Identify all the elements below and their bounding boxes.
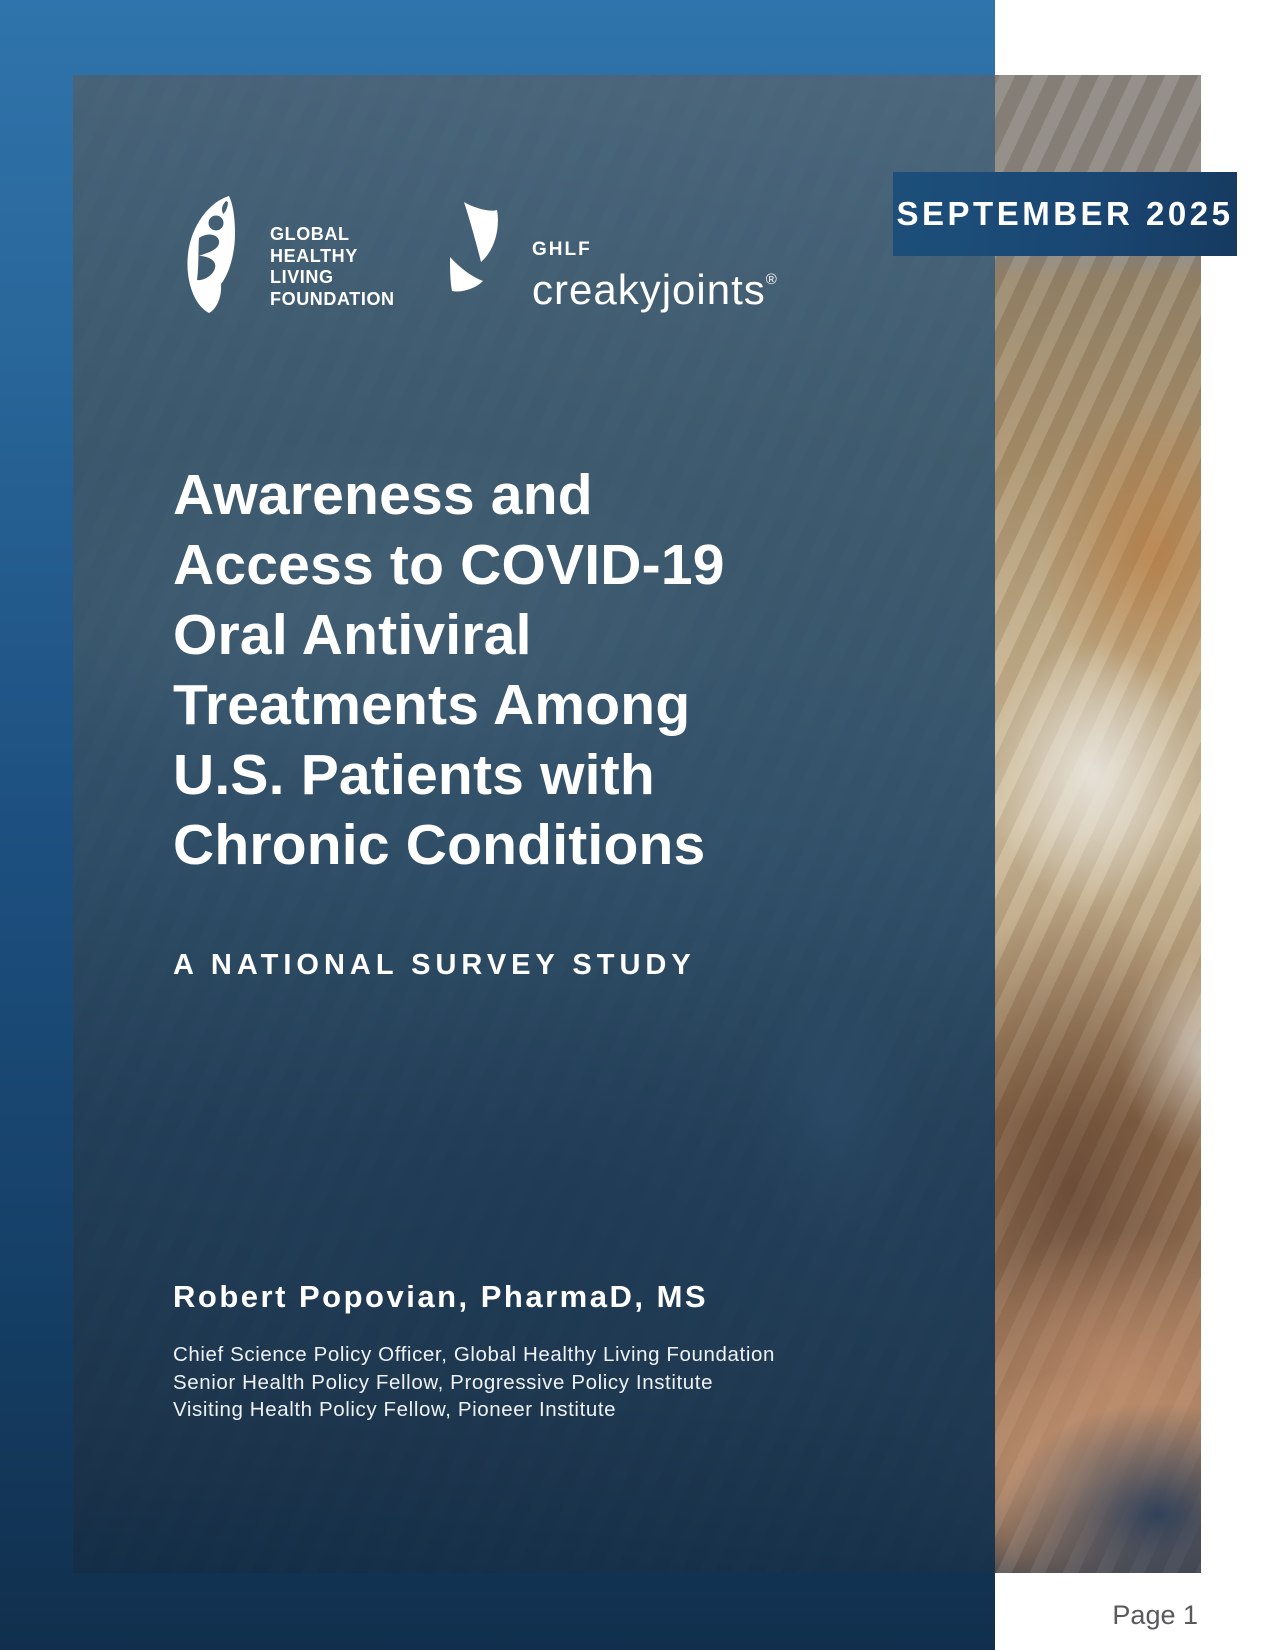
title-line: Access to COVID-19	[173, 533, 725, 597]
creakyjoints-prefix: GHLF	[532, 239, 592, 260]
ghlf-logo: GLOBAL HEALTHY LIVING FOUNDATION	[185, 196, 395, 314]
ghlf-figure-icon	[185, 196, 240, 314]
credit-line: Senior Health Policy Fellow, Progressive…	[173, 1370, 714, 1394]
title-line: Oral Antiviral	[173, 603, 532, 667]
credit-line: Chief Science Policy Officer, Global Hea…	[173, 1343, 776, 1366]
author-credits: Chief Science Policy Officer, Global Hea…	[173, 1341, 775, 1424]
creakyjoints-wordmark: GHLF creakyjoints®	[532, 239, 778, 313]
creakyjoints-logo: GHLF creakyjoints®	[450, 202, 778, 313]
credit-line: Visiting Health Policy Fellow, Pioneer I…	[173, 1398, 617, 1421]
creakyjoints-brand-text: creakyjoints	[532, 266, 766, 313]
creakyjoints-brand: creakyjoints®	[532, 260, 778, 313]
ghlf-word-line: HEALTHY	[270, 245, 358, 266]
page-number: Page 1	[1112, 1600, 1198, 1630]
report-title: Awareness and Access to COVID-19 Oral An…	[173, 460, 853, 880]
ghlf-word-line: LIVING	[270, 267, 334, 287]
date-banner: SEPTEMBER 2025	[893, 172, 1237, 256]
ghlf-word-line: FOUNDATION	[270, 288, 395, 309]
ghlf-word-line: GLOBAL	[270, 224, 350, 244]
cover-photo	[73, 75, 1201, 1573]
title-line: U.S. Patients with	[173, 743, 655, 807]
title-line: Awareness and	[173, 463, 593, 527]
date-banner-label: SEPTEMBER 2025	[896, 195, 1234, 232]
title-line: Treatments Among	[173, 673, 691, 737]
author-name: Robert Popovian, PharmaD, MS	[173, 1279, 709, 1314]
photo-blue-overlay	[73, 75, 995, 1573]
report-subtitle: A NATIONAL SURVEY STUDY	[173, 949, 696, 981]
creakyjoints-icon	[450, 202, 498, 292]
title-line: Chronic Conditions	[173, 813, 706, 877]
ghlf-wordmark: GLOBAL HEALTHY LIVING FOUNDATION	[270, 224, 395, 310]
registered-mark: ®	[765, 271, 778, 288]
